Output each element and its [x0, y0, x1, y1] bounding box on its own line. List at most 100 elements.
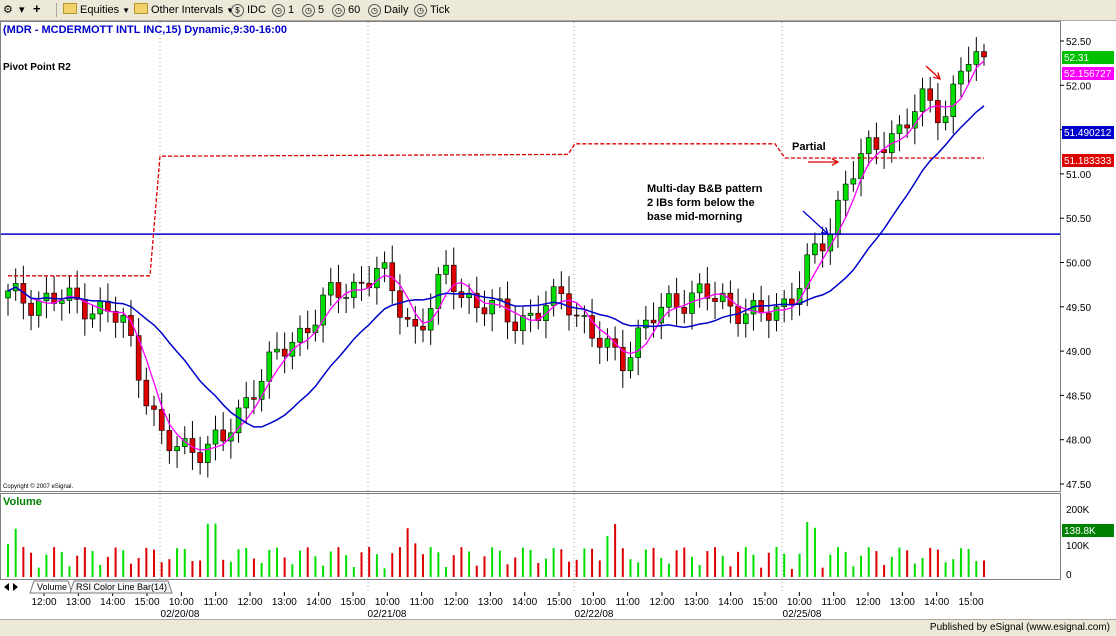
- volume-bar: [452, 555, 455, 577]
- volume-bar: [683, 547, 686, 577]
- volume-bar: [337, 547, 340, 577]
- interval-1-button[interactable]: ◷ 1: [272, 3, 294, 17]
- time-tick-label: 14:00: [718, 597, 743, 608]
- volume-bar: [445, 566, 448, 577]
- volume-bar: [60, 551, 63, 577]
- settings-icon[interactable]: ⚙: [3, 4, 13, 16]
- scroll-left-icon[interactable]: [4, 583, 9, 591]
- time-tick-label: 12:00: [649, 597, 674, 608]
- volume-bar: [360, 552, 363, 577]
- candle-body: [274, 348, 280, 353]
- clock-icon: ◷: [272, 4, 285, 17]
- candle-body: [927, 88, 934, 101]
- candle-body: [5, 290, 11, 299]
- candle-body: [789, 298, 795, 305]
- annotation-arrows: [802, 65, 941, 235]
- volume-bar: [406, 528, 409, 577]
- candle-body: [965, 64, 972, 72]
- volume-bar: [575, 559, 578, 577]
- footer-text: Published by eSignal (www.esignal.com): [929, 622, 1110, 633]
- volume-bar: [760, 567, 763, 577]
- footer: Published by eSignal (www.esignal.com): [0, 619, 1116, 636]
- scroll-right-icon[interactable]: [13, 583, 18, 591]
- candle-body: [435, 274, 442, 309]
- candle-body: [604, 338, 611, 348]
- volume-bar: [514, 557, 517, 577]
- time-tick-label: 12:00: [443, 597, 468, 608]
- candle-body: [473, 292, 480, 309]
- candle-body: [673, 293, 680, 308]
- interval-5-button[interactable]: ◷ 5: [302, 3, 324, 17]
- dropdown-arrow-icon[interactable]: ▾: [19, 4, 25, 16]
- candle-body: [742, 313, 749, 324]
- volume-bar: [621, 548, 624, 577]
- price-tick-label: 47.50: [1066, 480, 1091, 491]
- candle-body: [981, 51, 987, 58]
- volume-bar: [306, 547, 309, 577]
- idc-button[interactable]: $ IDC: [231, 3, 266, 17]
- volume-bar: [391, 553, 394, 577]
- price-tick-label: 48.00: [1066, 436, 1091, 447]
- volume-bar: [183, 549, 186, 577]
- price-chart[interactable]: (MDR - MCDERMOTT INTL INC,15) Dynamic,9:…: [0, 21, 1116, 619]
- volume-tag: [1062, 524, 1114, 537]
- time-tick-label: 14:00: [306, 597, 331, 608]
- candle-body: [650, 319, 657, 324]
- interval-60-button[interactable]: ◷ 60: [332, 3, 360, 17]
- candle-body: [512, 321, 519, 331]
- volume-tick-label: 0: [1066, 570, 1072, 581]
- tick-button[interactable]: ◷ Tick: [414, 3, 450, 17]
- time-tick-label: 15:00: [546, 597, 571, 608]
- candle-body: [89, 313, 96, 320]
- candle-body: [819, 243, 826, 252]
- candle-body: [812, 243, 818, 256]
- price-tag: [1062, 126, 1114, 139]
- volume-bar: [45, 554, 48, 577]
- volume-bar: [614, 524, 617, 577]
- price-tag: [1062, 154, 1114, 167]
- slow-moving-average-line: [7, 105, 985, 428]
- other-intervals-button[interactable]: Other Intervals ▼: [134, 3, 234, 17]
- add-icon[interactable]: +: [33, 1, 41, 16]
- price-panel: [0, 21, 1061, 492]
- volume-bar: [690, 556, 693, 577]
- clock-icon: ◷: [368, 4, 381, 17]
- candle-body: [166, 430, 173, 452]
- volume-bars: [7, 522, 985, 577]
- volume-bar: [737, 551, 740, 577]
- candle-body: [266, 351, 273, 382]
- volume-bar: [875, 551, 878, 577]
- volume-bar: [506, 564, 509, 577]
- candle-body: [181, 438, 188, 447]
- volume-bar: [199, 560, 202, 577]
- daily-button[interactable]: ◷ Daily: [368, 3, 408, 17]
- volume-bar: [783, 553, 786, 577]
- candle-body: [358, 281, 365, 284]
- volume-bar: [414, 543, 417, 577]
- price-tag-label: 51.490212: [1064, 128, 1112, 139]
- tab-volume[interactable]: [29, 580, 73, 594]
- volume-axis: 200K 100K 0 138.8K: [1062, 505, 1114, 581]
- candle-body: [520, 315, 526, 331]
- candle-body: [581, 315, 588, 317]
- volume-bar: [468, 551, 471, 577]
- volume-bar: [30, 552, 33, 577]
- volume-bar: [322, 565, 325, 577]
- volume-bar: [752, 554, 755, 577]
- candle-body: [681, 307, 688, 314]
- volume-bar: [598, 560, 601, 577]
- tab-rsi[interactable]: [69, 580, 173, 594]
- time-tick-label: 10:00: [375, 597, 400, 608]
- partial-annotation: Partial: [792, 141, 826, 153]
- price-tag-label: 51.183333: [1064, 156, 1112, 167]
- tab-rsi-label: RSI Color Line Bar(14): [76, 582, 167, 592]
- candle-body: [58, 300, 65, 304]
- price-tick-label: 52.00: [1066, 81, 1091, 92]
- volume-bar: [168, 559, 171, 577]
- equities-button[interactable]: Equities ▼: [63, 3, 130, 17]
- volume-bar: [836, 547, 839, 577]
- grid: [159, 22, 783, 591]
- volume-bar: [852, 566, 855, 577]
- price-tick-label: 52.50: [1066, 37, 1091, 48]
- price-tag: [1062, 51, 1114, 64]
